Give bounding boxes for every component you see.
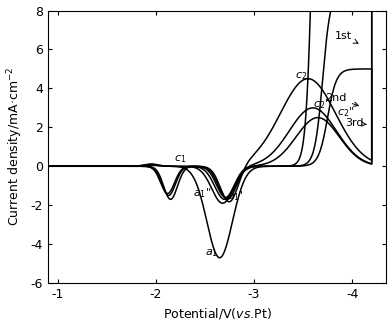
Text: $c_2$: $c_2$	[295, 70, 307, 81]
Y-axis label: Current density/mA·cm$^{-2}$: Current density/mA·cm$^{-2}$	[5, 67, 25, 226]
X-axis label: Potential/V($\it{vs}$.Pt): Potential/V($\it{vs}$.Pt)	[163, 306, 272, 321]
Text: 1st: 1st	[334, 31, 358, 43]
Text: $a_1$: $a_1$	[205, 247, 218, 259]
Text: $a_1$': $a_1$'	[227, 189, 243, 203]
Text: 2nd: 2nd	[326, 93, 358, 106]
Text: $c_1$: $c_1$	[174, 153, 186, 164]
Text: 3rd: 3rd	[345, 118, 367, 129]
Text: $c_2$": $c_2$"	[338, 106, 355, 119]
Text: $c_2$': $c_2$'	[313, 97, 328, 111]
Text: $a_1$": $a_1$"	[193, 186, 211, 200]
